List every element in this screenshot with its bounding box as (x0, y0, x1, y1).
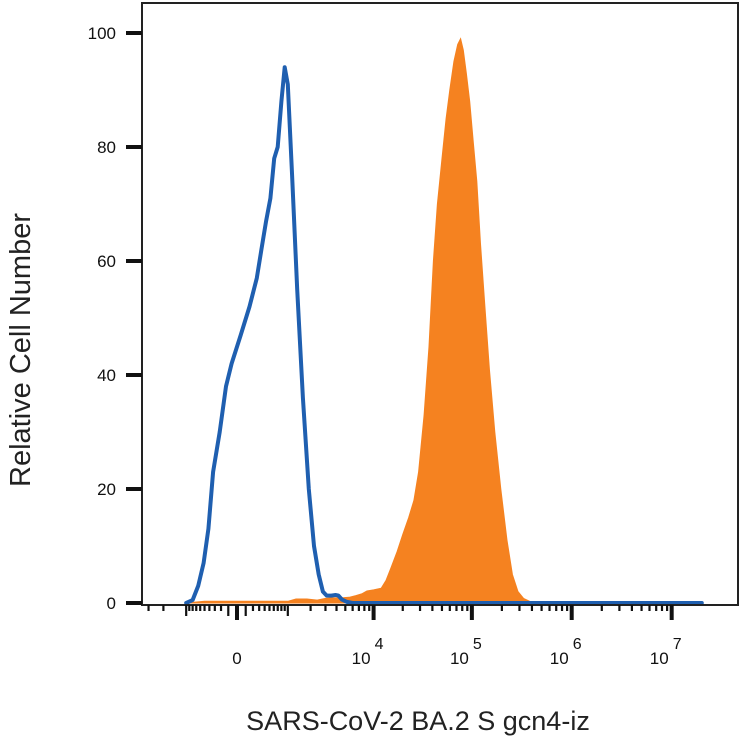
y-tick-label: 20 (97, 480, 116, 499)
y-tick-label: 40 (97, 366, 116, 385)
filled-histogram-series (186, 37, 702, 604)
y-tick-label: 100 (88, 24, 116, 43)
x-tick-label: 0 (232, 649, 241, 668)
x-axis: 0 104 105 106 107 (232, 605, 682, 668)
minor-tick-marks (147, 605, 669, 616)
x-tick-label: 104 (352, 636, 384, 668)
x-tick-label: 106 (550, 636, 582, 668)
series-layer (184, 37, 704, 605)
y-tick-label: 60 (97, 252, 116, 271)
y-tick-label: 0 (107, 594, 116, 613)
outline-histogram-series (184, 65, 704, 605)
x-axis-title: SARS-CoV-2 BA.2 S gcn4-iz (246, 706, 590, 736)
y-tick-label: 80 (97, 138, 116, 157)
x-tick-label: 105 (450, 636, 482, 668)
x-tick-label: 107 (650, 636, 682, 668)
y-axis-title: Relative Cell Number (5, 213, 37, 487)
y-axis: 0 20 40 60 80 100 (88, 24, 142, 613)
plot-frame (141, 2, 739, 606)
